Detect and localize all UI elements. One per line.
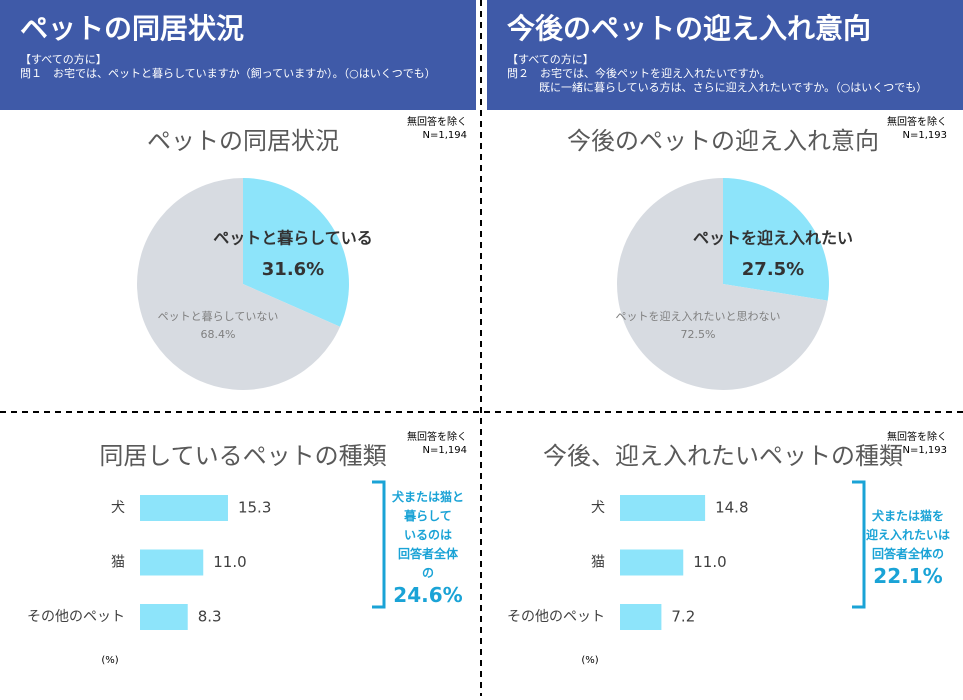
header-line: 【すべての方に】 <box>507 52 594 66</box>
slice-value: 27.5% <box>742 259 804 280</box>
bracket <box>372 480 386 609</box>
note: 無回答を除く <box>407 115 467 128</box>
value-label: 8.3 <box>198 608 222 626</box>
slice-label: ペットを迎え入れたい <box>693 229 853 248</box>
header-title: ペットの同居状況 <box>20 12 244 45</box>
unit: (%) <box>101 655 118 666</box>
bar <box>140 495 228 521</box>
pie-slice <box>137 178 341 391</box>
annotation: 暮らして <box>403 508 452 523</box>
header-right <box>487 0 963 110</box>
pie-slice <box>243 178 349 327</box>
annotation: 犬または猫を <box>872 508 944 523</box>
category-label: 犬 <box>111 500 125 516</box>
annotation: の <box>422 566 434 580</box>
category-label: その他のペット <box>507 609 605 625</box>
category-label: 猫 <box>591 555 605 571</box>
bar <box>140 549 204 576</box>
sample-size: N=1,194 <box>423 445 468 456</box>
category-label: 犬 <box>591 500 605 516</box>
slice-value: 72.5% <box>681 328 716 341</box>
note: 無回答を除く <box>887 430 947 443</box>
bar <box>620 549 684 576</box>
header-line: 【すべての方に】 <box>20 52 107 66</box>
slice-label: ペットと暮らしている <box>213 229 373 248</box>
slice-value: 31.6% <box>262 259 324 280</box>
pie-slice <box>723 178 829 301</box>
slice-value: 68.4% <box>201 328 236 341</box>
header-line: 既に一緒に暮らしている方は、さらに迎え入れたいですか。（○はいくつでも） <box>539 80 927 94</box>
slice-label: ペットを迎え入れたいと思わない <box>616 310 781 323</box>
annotation: いるのは <box>404 528 452 542</box>
value-label: 11.0 <box>693 553 726 571</box>
header-line: 問１ お宅では、ペットと暮らしていますか（飼っていますか）。（○はいくつでも） <box>20 66 436 80</box>
bar <box>620 604 662 630</box>
sample-size: N=1,194 <box>423 130 468 141</box>
sample-size: N=1,193 <box>903 130 948 141</box>
value-label: 14.8 <box>715 499 748 517</box>
chart-title: 今後のペットの迎え入れ意向 <box>567 127 879 155</box>
bar <box>620 495 706 521</box>
chart-title: 今後、迎え入れたいペットの種類 <box>543 442 903 470</box>
chart-title: 同居しているペットの種類 <box>99 442 386 470</box>
category-label: その他のペット <box>27 609 125 625</box>
annotation: 犬または猫と <box>392 489 464 504</box>
unit: (%) <box>581 655 598 666</box>
chart-title: ペットの同居状況 <box>147 127 339 155</box>
note: 無回答を除く <box>887 115 947 128</box>
slice-label: ペットと暮らしていない <box>158 309 279 323</box>
header-title: 今後のペットの迎え入れ意向 <box>507 12 871 45</box>
bracket <box>852 480 866 609</box>
annotation: 回答者全体 <box>398 546 459 561</box>
annotation: 22.1% <box>873 564 942 588</box>
note: 無回答を除く <box>407 430 467 443</box>
bar <box>140 604 188 630</box>
annotation: 回答者全体の <box>872 546 944 561</box>
annotation: 24.6% <box>393 583 462 607</box>
annotation: 迎え入れたいは <box>866 527 950 542</box>
header-left <box>0 0 476 110</box>
pie-slice <box>617 178 828 390</box>
category-label: 猫 <box>111 555 125 571</box>
sample-size: N=1,193 <box>903 445 948 456</box>
value-label: 7.2 <box>671 608 695 626</box>
value-label: 15.3 <box>238 499 271 517</box>
header-line: 問２ お宅では、今後ペットを迎え入れたいですか。 <box>507 66 770 80</box>
value-label: 11.0 <box>213 553 246 571</box>
